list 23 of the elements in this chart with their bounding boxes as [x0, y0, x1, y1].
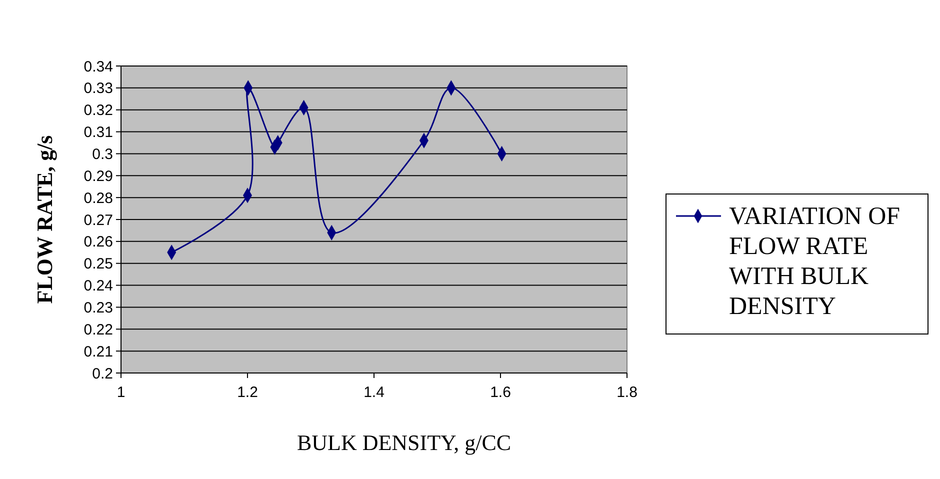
y-tick-label: 0.29	[84, 168, 113, 185]
y-tick-label: 0.24	[84, 278, 113, 295]
x-tick-label: 1.6	[490, 384, 511, 401]
x-tick-label: 1.8	[616, 384, 638, 401]
y-tick-label: 0.3	[92, 146, 113, 163]
x-tick-label: 1.2	[237, 384, 258, 401]
legend-label: VARIATION OF FLOW RATE WITH BULK DENSITY	[729, 203, 900, 320]
y-tick-label: 0.22	[84, 321, 113, 338]
y-tick-label: 0.31	[84, 124, 113, 142]
y-tick-label: 0.27	[84, 212, 113, 229]
x-tick-label: 1	[116, 384, 126, 401]
y-tick-label: 0.23	[84, 299, 113, 316]
y-tick-label: 0.25	[84, 256, 113, 273]
y-tick-label: 0.28	[84, 190, 113, 207]
x-tick-label: 1.4	[364, 384, 384, 401]
y-tick-label: 0.33	[84, 80, 113, 98]
y-tick-label: 0.2	[92, 365, 113, 382]
x-axis-title: BULK DENSITY, g/CC	[296, 430, 512, 455]
y-tick-label: 0.26	[84, 234, 113, 251]
y-tick-label: 0.21	[84, 343, 113, 360]
y-axis-title: FLOW RATE, g/s	[32, 134, 57, 304]
y-tick-label: 0.32	[84, 102, 113, 120]
y-tick-label: 0.34	[84, 58, 113, 76]
